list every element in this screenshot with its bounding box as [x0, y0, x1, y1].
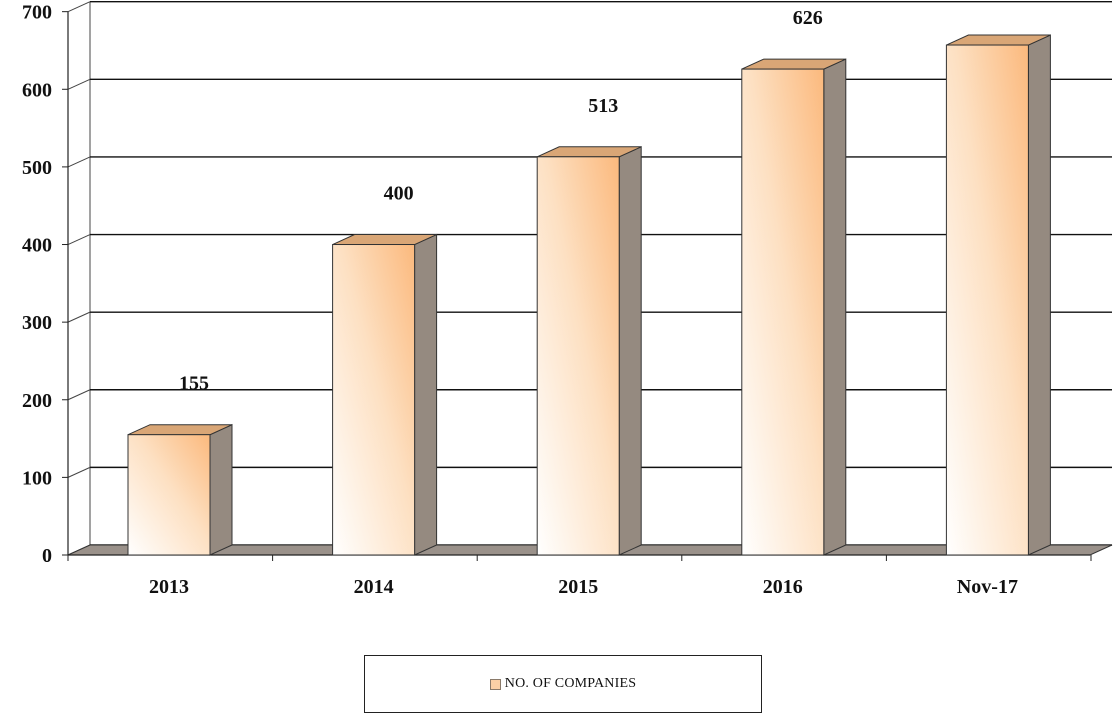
data-label: 513 [588, 95, 618, 117]
bar-front [127, 434, 211, 556]
bar-front [945, 44, 1029, 556]
legend: NO. OF COMPANIES [364, 655, 762, 713]
x-tick-label: 2016 [763, 576, 803, 598]
grid-connector [67, 234, 91, 245]
grid-connector [67, 78, 91, 90]
grid-connector [67, 156, 91, 168]
labels: 0 100 200 300 400 500 600 700 155 2013 400 2014 513 2… [22, 0, 1027, 598]
bar-2015 [536, 146, 642, 556]
bar-2013 [127, 423, 233, 556]
y-tick-label: 600 [22, 79, 52, 101]
y-tick-label: 400 [22, 235, 52, 257]
grid-connector [67, 1, 91, 13]
bar-front [741, 68, 825, 556]
legend-swatch [489, 678, 501, 690]
bar-2014 [332, 233, 438, 556]
bars [127, 34, 1051, 556]
y-tick-label: 300 [22, 312, 52, 334]
x-tick-label: 2014 [354, 576, 394, 598]
grid-connector [67, 389, 91, 401]
x-tick-label: 2015 [558, 576, 598, 598]
bar-front [536, 156, 620, 556]
y-tick-label: 700 [22, 2, 52, 24]
data-label: 400 [384, 183, 414, 205]
data-label: 657 [997, 0, 1027, 5]
bar-side [1027, 34, 1051, 556]
grid-connector [67, 466, 91, 478]
legend-label: NO. OF COMPANIES [504, 676, 637, 691]
bar-front [332, 244, 416, 556]
y-tick-label: 0 [42, 545, 52, 567]
bar-nov-17 [945, 34, 1051, 556]
x-tick-label: Nov-17 [957, 576, 1018, 598]
bar-side [823, 58, 847, 556]
y-tick-label: 200 [22, 390, 52, 412]
y-tick-label: 500 [22, 157, 52, 179]
y-tick-label: 100 [22, 467, 52, 489]
x-tick-label: 2013 [149, 576, 189, 598]
bar-side [414, 233, 438, 556]
bar-side [618, 146, 642, 556]
bar-side [209, 423, 233, 556]
data-label: 626 [793, 7, 823, 29]
data-label: 155 [179, 373, 209, 395]
bar-2016 [741, 58, 847, 556]
grid-connector [67, 311, 91, 323]
